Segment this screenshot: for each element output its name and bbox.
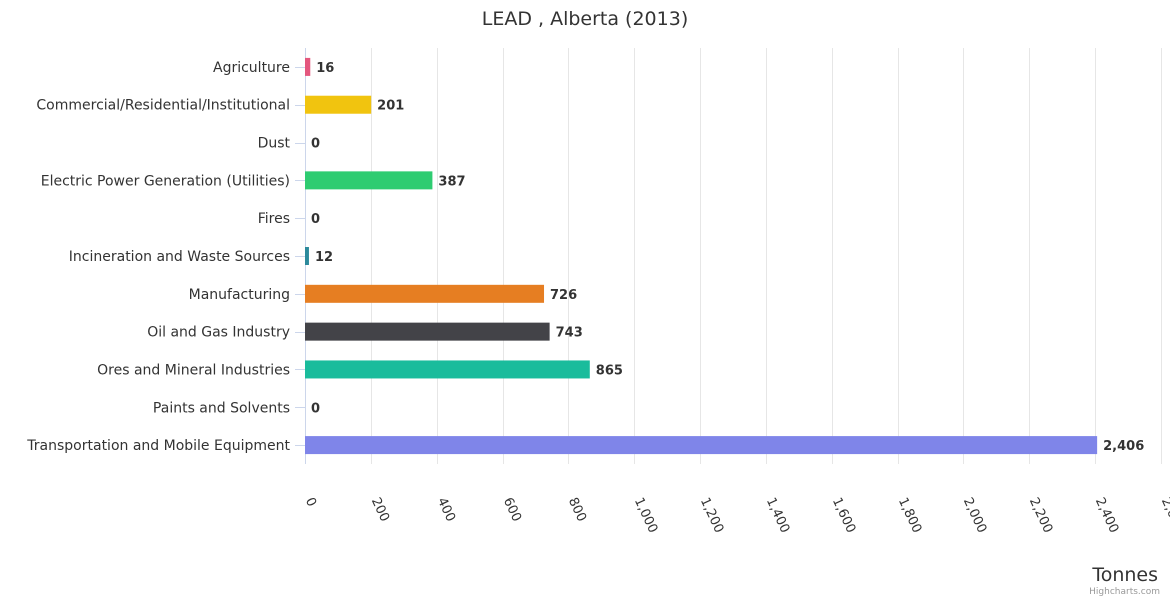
bar[interactable] — [305, 247, 309, 265]
category-label: Commercial/Residential/Institutional — [36, 98, 290, 114]
x-tick-label: 400 — [434, 495, 458, 524]
x-tick-label: 1,600 — [829, 495, 858, 535]
data-label: 726 — [550, 288, 577, 303]
data-label: 12 — [315, 250, 333, 265]
category-label: Paints and Solvents — [153, 400, 290, 416]
category-label: Ores and Mineral Industries — [97, 362, 290, 378]
x-tick-label: 2,400 — [1092, 495, 1121, 535]
data-label: 743 — [556, 326, 583, 341]
x-tick-label: 800 — [565, 495, 589, 524]
x-tick-label: 2,600 — [1158, 495, 1170, 535]
x-tick-label: 1,200 — [697, 495, 726, 535]
grid-lines — [295, 48, 1162, 464]
data-label: 201 — [377, 99, 404, 114]
category-label: Electric Power Generation (Utilities) — [41, 173, 290, 189]
category-label: Transportation and Mobile Equipment — [26, 438, 290, 454]
x-tick-label: 200 — [368, 495, 392, 524]
x-tick-label: 1,800 — [895, 495, 924, 535]
data-label: 16 — [316, 61, 334, 76]
credits-link[interactable]: Highcharts.com — [1089, 587, 1160, 597]
x-tick-label: 1,400 — [763, 495, 792, 535]
category-label: Dust — [258, 136, 291, 152]
data-label: 865 — [596, 363, 623, 378]
x-tick-label: 0 — [302, 495, 319, 509]
data-label: 0 — [311, 401, 320, 416]
data-label: 387 — [438, 174, 465, 189]
x-tick-label: 2,200 — [1026, 495, 1055, 535]
category-label: Incineration and Waste Sources — [69, 249, 290, 265]
category-label: Agriculture — [213, 60, 290, 76]
x-tick-label: 600 — [500, 495, 524, 524]
bar[interactable] — [305, 171, 433, 190]
bars — [305, 57, 1098, 455]
bar[interactable] — [305, 57, 311, 76]
bar[interactable] — [305, 360, 590, 379]
bar[interactable] — [305, 322, 550, 341]
category-label: Oil and Gas Industry — [147, 325, 290, 341]
data-label: 0 — [311, 212, 320, 227]
chart-title: LEAD , Alberta (2013) — [482, 8, 689, 30]
category-labels: Agriculture Commercial/Residential/Instit… — [26, 60, 290, 454]
bar[interactable] — [305, 436, 1098, 455]
data-label: 0 — [311, 137, 320, 152]
x-axis-title: Tonnes — [1091, 564, 1158, 586]
bar[interactable] — [305, 95, 372, 114]
x-axis-ticks: 0 200 400 600 800 1,000 1,200 1,400 1,600 1,800 2,… — [302, 495, 1170, 535]
x-tick-label: 2,000 — [960, 495, 989, 535]
category-label: Fires — [258, 211, 290, 227]
category-label: Manufacturing — [189, 287, 290, 303]
data-labels: 16 201 0 387 0 12 726 743 865 0 2,406 — [311, 61, 1144, 454]
bar[interactable] — [305, 284, 545, 303]
x-tick-label: 1,000 — [631, 495, 660, 535]
data-label: 2,406 — [1103, 439, 1144, 454]
